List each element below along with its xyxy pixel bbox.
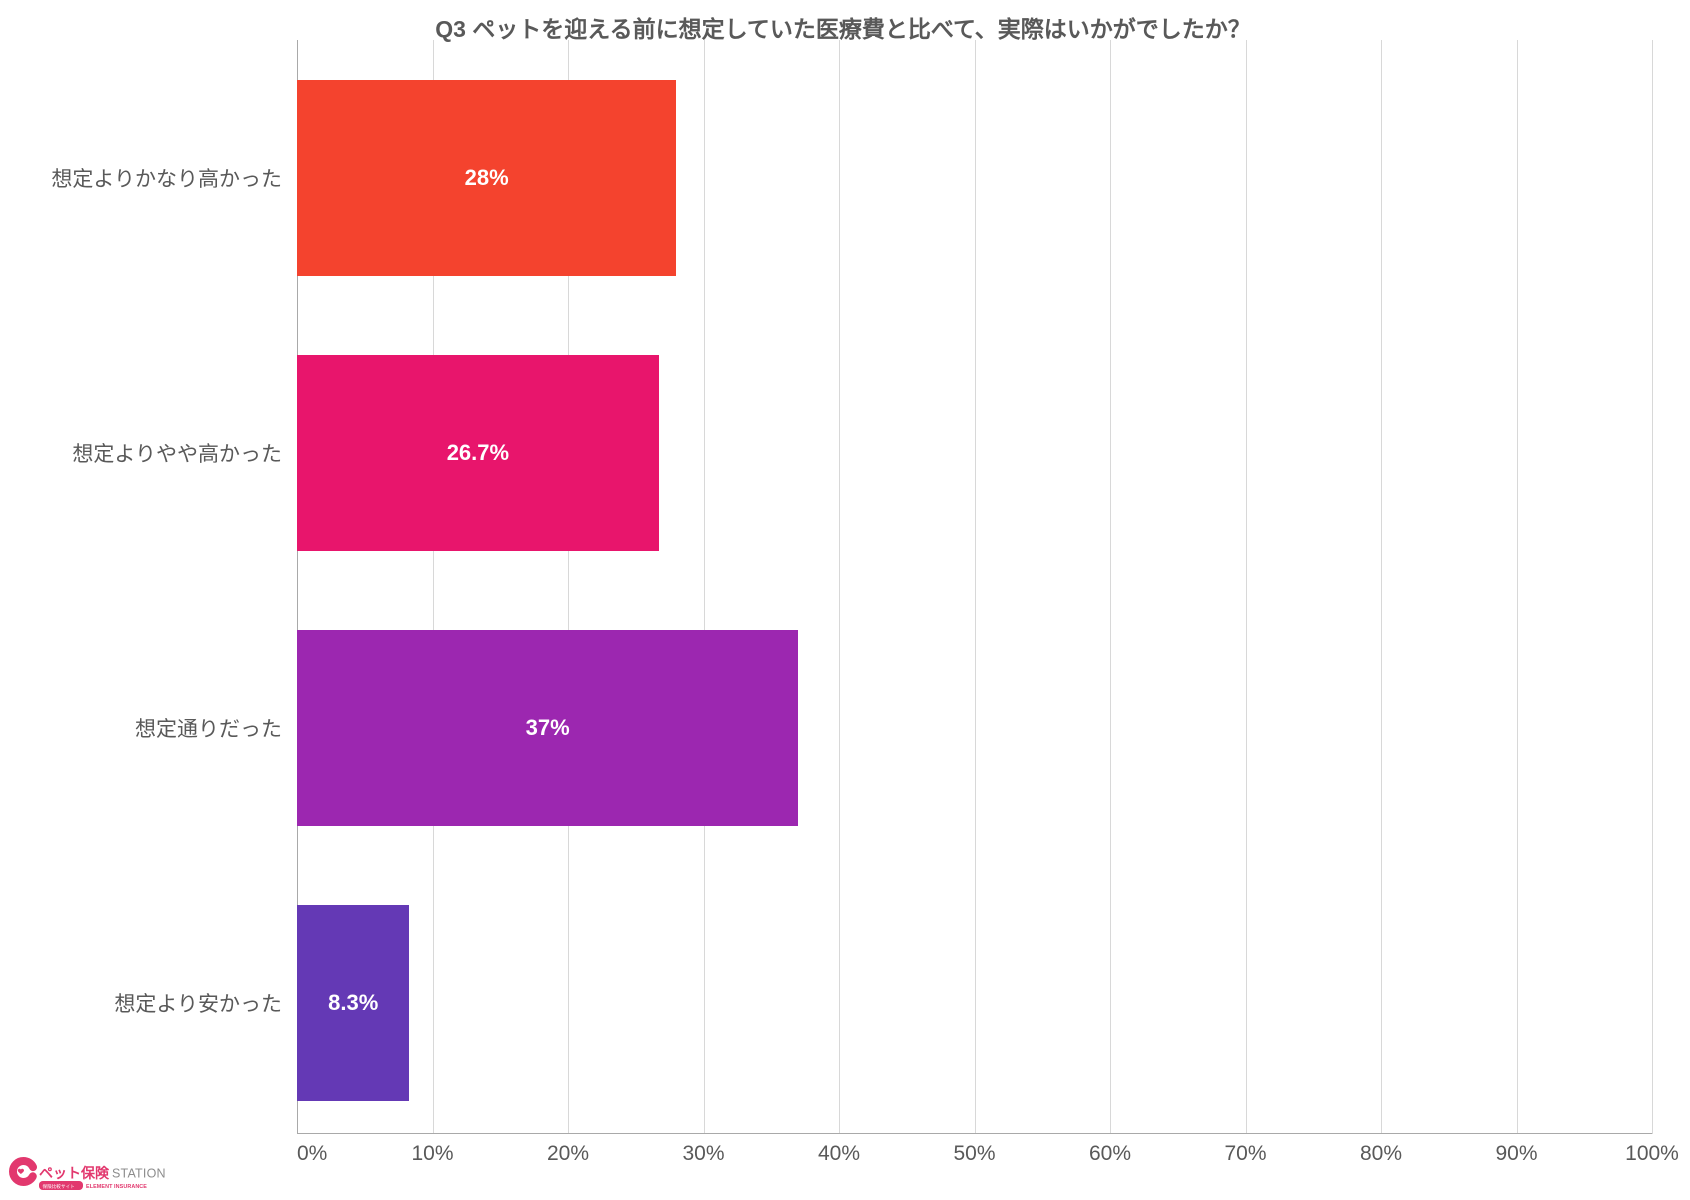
svg-text:ペット保険: ペット保険 (39, 1165, 110, 1181)
svg-text:保険比較サイト: 保険比較サイト (43, 1183, 75, 1190)
svg-text:STATION: STATION (112, 1166, 166, 1180)
svg-text:ELEMENT INSURANCE: ELEMENT INSURANCE (86, 1184, 147, 1190)
